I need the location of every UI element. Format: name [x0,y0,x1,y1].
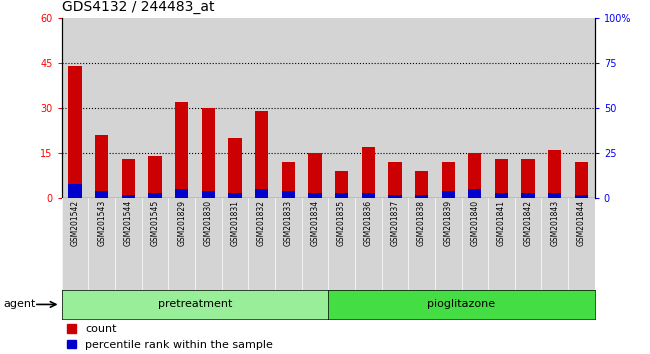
Text: pretreatment: pretreatment [158,299,232,309]
Bar [355,198,382,290]
Bar [281,162,295,198]
Bar [308,153,322,198]
Bar [462,198,488,290]
Bar [122,195,135,198]
Bar [255,189,268,198]
Bar [202,108,215,198]
Bar [521,193,535,198]
Bar [62,198,88,290]
Bar [435,198,462,290]
Bar [228,138,242,198]
Bar [195,198,222,290]
Text: GSM201843: GSM201843 [551,200,559,246]
Bar [521,159,535,198]
Bar [122,159,135,198]
Legend: count, percentile rank within the sample: count, percentile rank within the sample [68,324,273,350]
Text: GSM201844: GSM201844 [577,200,586,246]
Bar [408,198,435,290]
Bar [468,153,482,198]
Text: GSM201832: GSM201832 [257,200,266,246]
Bar [335,193,348,198]
Text: GSM201842: GSM201842 [524,200,532,246]
Text: GSM201838: GSM201838 [417,200,426,246]
Text: GSM201545: GSM201545 [151,200,159,246]
Bar [441,162,455,198]
Bar [302,198,328,290]
Text: GSM201542: GSM201542 [71,200,79,246]
Bar [222,198,248,290]
Bar [541,198,568,290]
Bar [175,189,188,198]
Text: agent: agent [3,299,36,309]
Bar [275,198,302,290]
Text: GSM201837: GSM201837 [391,200,399,246]
Bar [95,135,109,198]
Bar [495,193,508,198]
Text: GSM201834: GSM201834 [311,200,319,246]
Text: GSM201831: GSM201831 [231,200,239,246]
Bar [495,159,508,198]
Bar [202,191,215,198]
Text: GSM201543: GSM201543 [98,200,106,246]
Bar [361,147,375,198]
Text: GDS4132 / 244483_at: GDS4132 / 244483_at [62,0,214,14]
Text: GSM201835: GSM201835 [337,200,346,246]
Bar [515,198,541,290]
Bar [468,189,482,198]
Bar [415,195,428,198]
Bar [441,191,455,198]
Bar [335,171,348,198]
Bar [148,193,162,198]
Bar [281,191,295,198]
Bar [382,198,408,290]
Bar [255,111,268,198]
Bar [575,162,588,198]
Bar [142,198,168,290]
Bar [68,184,82,198]
Bar [175,102,188,198]
Bar [361,193,375,198]
Bar [568,198,595,290]
Bar [228,193,242,198]
Bar [168,198,195,290]
Bar [548,150,562,198]
Text: GSM201830: GSM201830 [204,200,213,246]
Bar [388,195,402,198]
Bar [148,156,162,198]
Text: GSM201829: GSM201829 [177,200,186,246]
Bar [328,198,355,290]
Text: pioglitazone: pioglitazone [428,299,495,309]
Bar [575,195,588,198]
Bar [248,198,275,290]
Text: GSM201841: GSM201841 [497,200,506,246]
Text: GSM201833: GSM201833 [284,200,292,246]
Bar [308,193,322,198]
Bar [488,198,515,290]
Bar [68,66,82,198]
Text: GSM201544: GSM201544 [124,200,133,246]
Bar [388,162,402,198]
Bar [415,171,428,198]
Text: GSM201839: GSM201839 [444,200,452,246]
Text: GSM201840: GSM201840 [471,200,479,246]
Bar [115,198,142,290]
Bar [88,198,115,290]
Bar [95,191,109,198]
Text: GSM201836: GSM201836 [364,200,372,246]
Bar [548,193,562,198]
